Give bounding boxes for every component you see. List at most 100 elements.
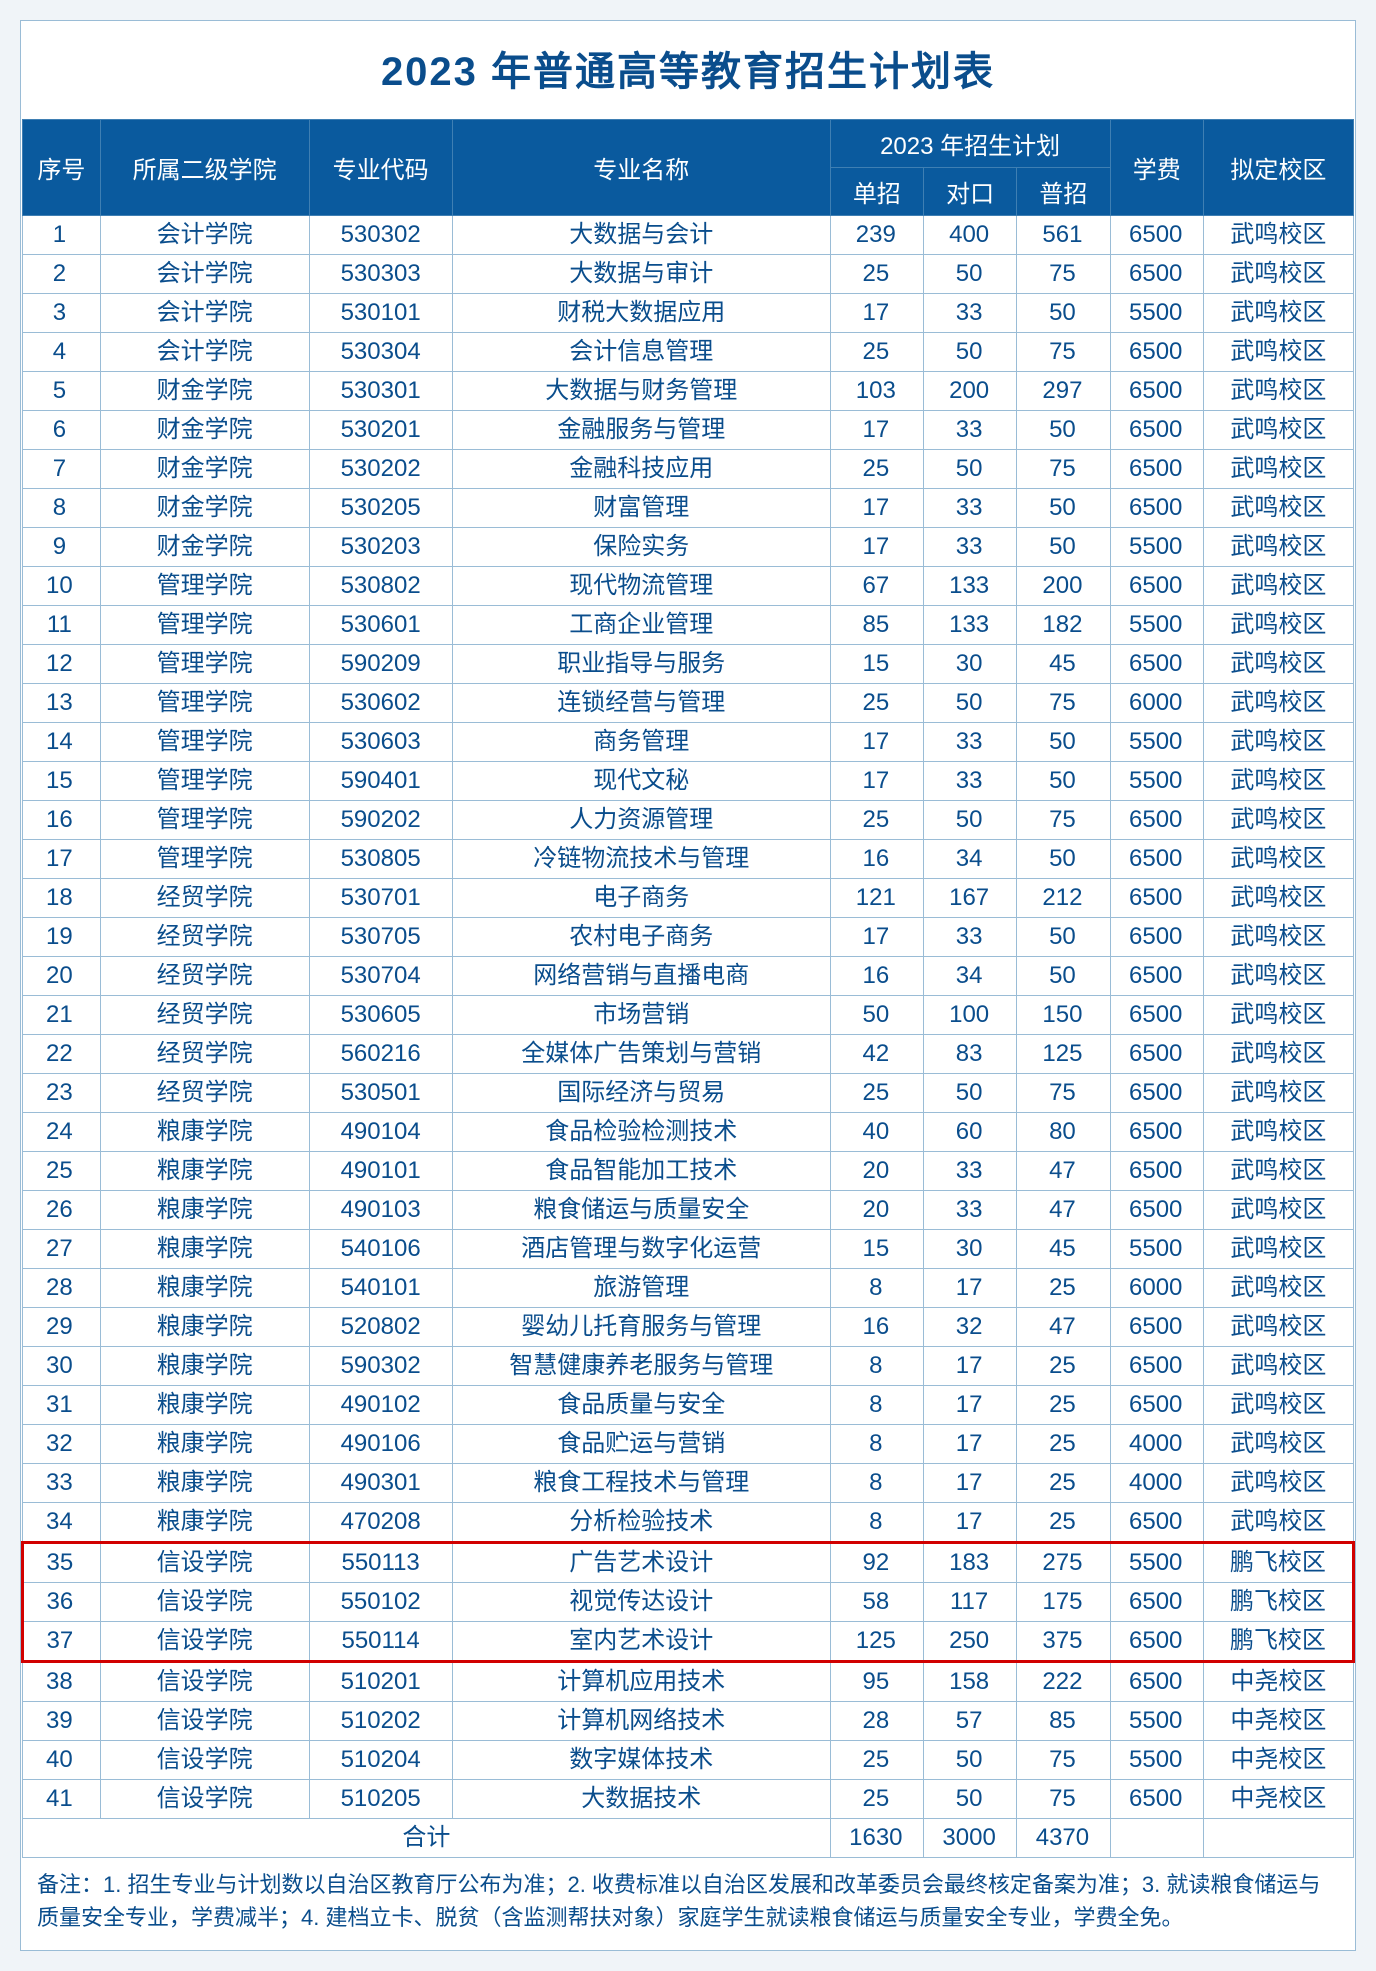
cell-p2: 17: [923, 1425, 1016, 1464]
cell-college: 粮康学院: [100, 1230, 309, 1269]
cell-college: 信设学院: [100, 1780, 309, 1819]
cell-p3: 75: [1017, 1780, 1110, 1819]
cell-seq: 32: [23, 1425, 101, 1464]
cell-code: 530101: [309, 294, 452, 333]
cell-p1: 50: [830, 996, 923, 1035]
table-total-row: 合计163030004370: [23, 1819, 1354, 1858]
cell-fee: 6500: [1110, 1308, 1203, 1347]
cell-fee: 6500: [1110, 255, 1203, 294]
col-college: 所属二级学院: [100, 120, 309, 216]
cell-major: 金融服务与管理: [452, 411, 830, 450]
table-row: 31粮康学院490102食品质量与安全817256500武鸣校区: [23, 1386, 1354, 1425]
cell-p1: 103: [830, 372, 923, 411]
cell-p1: 17: [830, 489, 923, 528]
cell-p2: 17: [923, 1503, 1016, 1543]
cell-code: 490101: [309, 1152, 452, 1191]
cell-campus: 武鸣校区: [1203, 489, 1353, 528]
cell-code: 530303: [309, 255, 452, 294]
cell-fee: 6500: [1110, 957, 1203, 996]
cell-campus: 武鸣校区: [1203, 996, 1353, 1035]
cell-college: 粮康学院: [100, 1152, 309, 1191]
cell-code: 540101: [309, 1269, 452, 1308]
cell-p3: 50: [1017, 957, 1110, 996]
cell-seq: 27: [23, 1230, 101, 1269]
cell-p3: 182: [1017, 606, 1110, 645]
cell-college: 财金学院: [100, 372, 309, 411]
cell-college: 会计学院: [100, 333, 309, 372]
cell-p1: 17: [830, 918, 923, 957]
cell-fee: 6500: [1110, 1386, 1203, 1425]
cell-seq: 37: [23, 1622, 101, 1662]
cell-p1: 25: [830, 1780, 923, 1819]
table-row: 41信设学院510205大数据技术2550756500中尧校区: [23, 1780, 1354, 1819]
cell-p2: 32: [923, 1308, 1016, 1347]
cell-p1: 16: [830, 1308, 923, 1347]
cell-major: 会计信息管理: [452, 333, 830, 372]
cell-code: 530301: [309, 372, 452, 411]
cell-p2: 17: [923, 1269, 1016, 1308]
cell-p3: 50: [1017, 294, 1110, 333]
cell-p3: 25: [1017, 1464, 1110, 1503]
cell-code: 530205: [309, 489, 452, 528]
cell-major: 职业指导与服务: [452, 645, 830, 684]
cell-major: 工商企业管理: [452, 606, 830, 645]
cell-college: 管理学院: [100, 645, 309, 684]
cell-major: 大数据与审计: [452, 255, 830, 294]
cell-major: 连锁经营与管理: [452, 684, 830, 723]
cell-p2: 30: [923, 1230, 1016, 1269]
table-row: 2会计学院530303大数据与审计2550756500武鸣校区: [23, 255, 1354, 294]
cell-campus: 武鸣校区: [1203, 1191, 1353, 1230]
cell-fee: 6500: [1110, 411, 1203, 450]
cell-p1: 58: [830, 1583, 923, 1622]
cell-p1: 25: [830, 333, 923, 372]
cell-major: 市场营销: [452, 996, 830, 1035]
cell-fee: 6500: [1110, 1503, 1203, 1543]
table-row: 13管理学院530602连锁经营与管理2550756000武鸣校区: [23, 684, 1354, 723]
cell-p2: 50: [923, 333, 1016, 372]
cell-p2: 34: [923, 840, 1016, 879]
cell-fee: 6500: [1110, 1113, 1203, 1152]
cell-p3: 47: [1017, 1152, 1110, 1191]
cell-major: 国际经济与贸易: [452, 1074, 830, 1113]
cell-college: 管理学院: [100, 723, 309, 762]
cell-seq: 23: [23, 1074, 101, 1113]
table-row: 29粮康学院520802婴幼儿托育服务与管理1632476500武鸣校区: [23, 1308, 1354, 1347]
cell-seq: 5: [23, 372, 101, 411]
cell-p2: 200: [923, 372, 1016, 411]
cell-major: 大数据技术: [452, 1780, 830, 1819]
cell-p2: 133: [923, 567, 1016, 606]
cell-p1: 25: [830, 255, 923, 294]
cell-seq: 15: [23, 762, 101, 801]
cell-major: 婴幼儿托育服务与管理: [452, 1308, 830, 1347]
cell-p1: 67: [830, 567, 923, 606]
cell-p3: 212: [1017, 879, 1110, 918]
cell-p3: 297: [1017, 372, 1110, 411]
cell-code: 530704: [309, 957, 452, 996]
cell-code: 530605: [309, 996, 452, 1035]
cell-p1: 17: [830, 762, 923, 801]
table-row: 21经贸学院530605市场营销501001506500武鸣校区: [23, 996, 1354, 1035]
cell-campus: 武鸣校区: [1203, 411, 1353, 450]
cell-college: 管理学院: [100, 606, 309, 645]
cell-major: 室内艺术设计: [452, 1622, 830, 1662]
cell-major: 大数据与会计: [452, 216, 830, 255]
table-row: 20经贸学院530704网络营销与直播电商1634506500武鸣校区: [23, 957, 1354, 996]
cell-p2: 183: [923, 1543, 1016, 1583]
cell-code: 490104: [309, 1113, 452, 1152]
cell-code: 510202: [309, 1702, 452, 1741]
cell-code: 590209: [309, 645, 452, 684]
cell-fee: 6500: [1110, 567, 1203, 606]
cell-p1: 28: [830, 1702, 923, 1741]
table-row: 9财金学院530203保险实务1733505500武鸣校区: [23, 528, 1354, 567]
col-plan-group: 2023 年招生计划: [830, 120, 1110, 168]
cell-college: 粮康学院: [100, 1191, 309, 1230]
table-body: 1会计学院530302大数据与会计2394005616500武鸣校区2会计学院5…: [23, 216, 1354, 1858]
total-p3: 4370: [1017, 1819, 1110, 1858]
cell-campus: 武鸣校区: [1203, 957, 1353, 996]
cell-p1: 125: [830, 1622, 923, 1662]
cell-campus: 武鸣校区: [1203, 762, 1353, 801]
cell-campus: 武鸣校区: [1203, 450, 1353, 489]
cell-seq: 11: [23, 606, 101, 645]
cell-major: 分析检验技术: [452, 1503, 830, 1543]
col-plan-single: 单招: [830, 168, 923, 216]
